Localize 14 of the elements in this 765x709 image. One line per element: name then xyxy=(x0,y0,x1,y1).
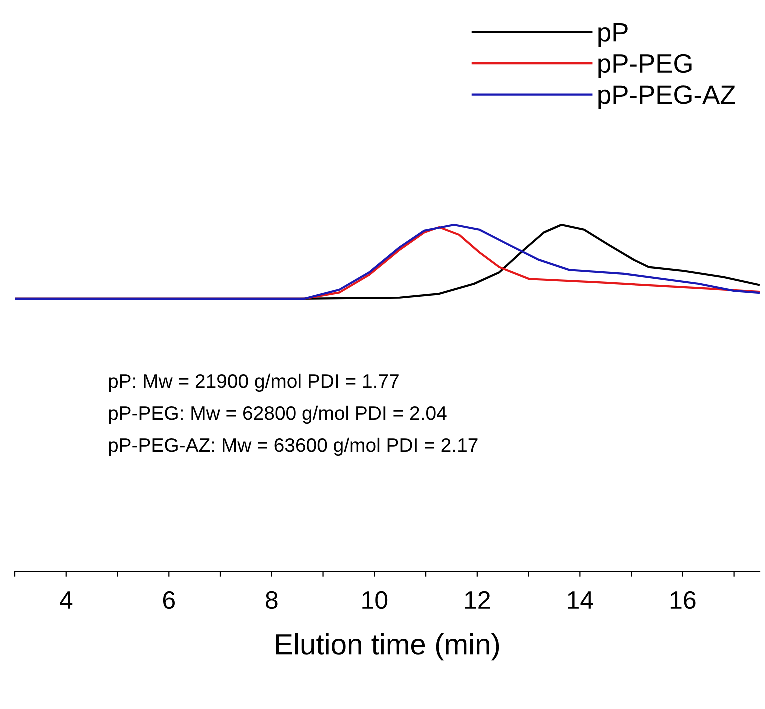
legend-label: pP-PEG-AZ xyxy=(598,86,736,110)
legend-label: pP-PEG xyxy=(598,54,692,78)
annotation: pP-PEG-AZ: Mw = 63600 g/mol PDI = 2.17 xyxy=(109,438,478,456)
x-tick-label: 14 xyxy=(568,592,594,609)
x-tick-label: 10 xyxy=(362,591,388,610)
annotation: pP: Mw = 21900 g/mol PDI = 1.77 xyxy=(109,374,399,392)
legend-label: pP xyxy=(598,23,628,48)
x-tick-label: 12 xyxy=(465,591,490,609)
annotation: pP-PEG: Mw = 62800 g/mol PDI = 2.04 xyxy=(109,406,447,424)
x-tick-label: 4 xyxy=(60,592,73,609)
x-tick-label: 8 xyxy=(266,591,278,610)
x-axis-title: Elution time (min) xyxy=(276,634,500,661)
x-tick-label: 6 xyxy=(163,591,175,610)
x-tick-label: 16 xyxy=(670,591,696,610)
